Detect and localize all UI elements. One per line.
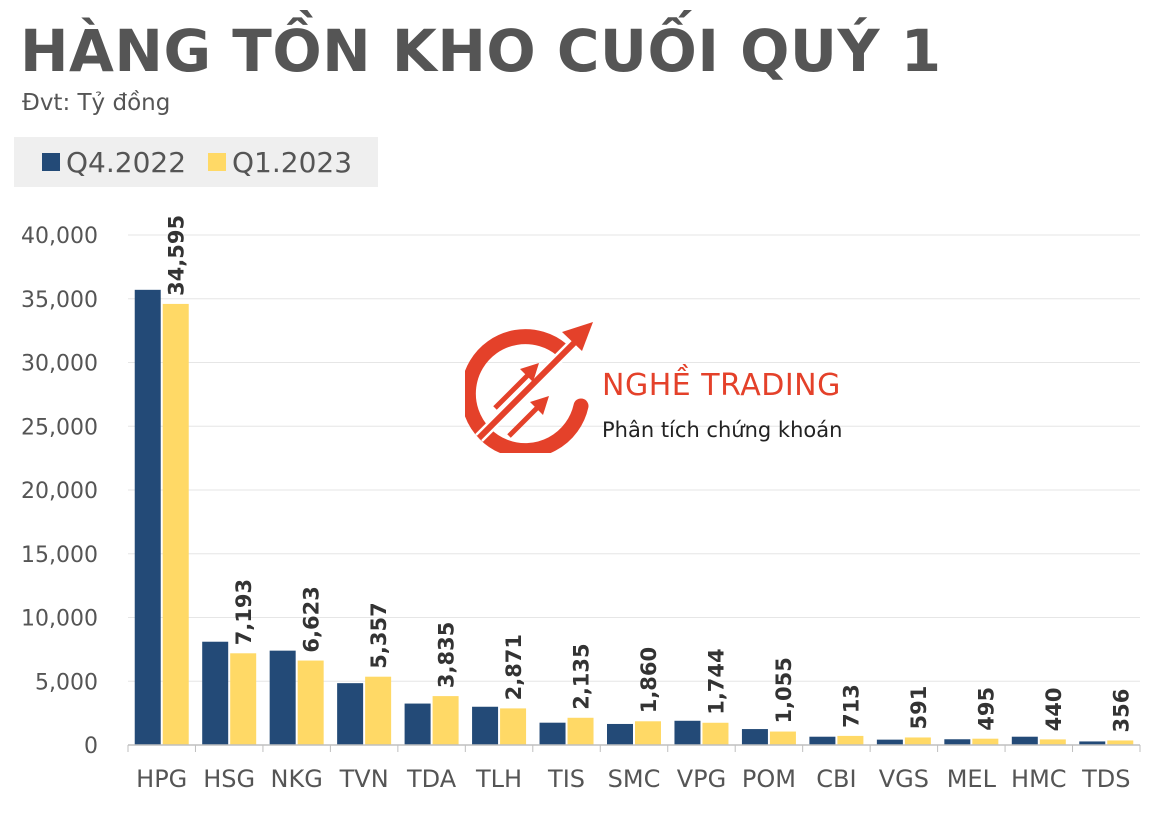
y-tick-label: 20,000 xyxy=(21,479,98,504)
x-tick-label: HSG xyxy=(203,765,255,793)
x-tick-label: TDS xyxy=(1081,765,1130,793)
y-tick-label: 5,000 xyxy=(35,670,98,695)
bar-q4-2022 xyxy=(809,736,836,745)
brand-name: NGHỀ TRADING xyxy=(602,368,841,403)
bar-q4-2022 xyxy=(1079,741,1106,745)
legend-item-q1-2023: Q1.2023 xyxy=(208,146,352,179)
brand-watermark: NGHỀ TRADING Phân tích chứng khoán xyxy=(460,318,885,459)
legend-item-q4-2022: Q4.2022 xyxy=(42,146,186,179)
data-label: 7,193 xyxy=(232,579,256,645)
y-tick-label: 15,000 xyxy=(21,543,98,568)
legend-label-q1-2023: Q1.2023 xyxy=(232,145,353,179)
data-label: 6,623 xyxy=(300,586,324,652)
bar-q1-2023 xyxy=(1107,740,1134,745)
data-label: 3,835 xyxy=(435,622,459,688)
data-label: 591 xyxy=(907,686,931,730)
data-label: 5,357 xyxy=(367,602,391,668)
x-axis: HPG HSG NKG TVN TDA TLH TIS SMC VPG POM CBI VGS MEL H… xyxy=(127,744,1141,793)
bar-q1-2023 xyxy=(365,676,392,745)
bar-q1-2023 xyxy=(162,303,189,745)
data-label: 2,135 xyxy=(570,643,594,709)
y-tick-label: 30,000 xyxy=(21,352,98,377)
bar-q1-2023 xyxy=(432,696,459,745)
x-tick-label: VPG xyxy=(677,765,727,793)
bar-q1-2023 xyxy=(230,653,257,745)
data-label: 2,871 xyxy=(502,634,526,700)
bar-q4-2022 xyxy=(202,641,229,745)
bar-q1-2023 xyxy=(635,721,661,745)
legend-swatch-q1-2023 xyxy=(208,153,227,171)
bar-q1-2023 xyxy=(769,731,796,745)
bar-q1-2023 xyxy=(837,735,864,745)
data-label: 713 xyxy=(839,684,863,728)
y-tick-label: 0 xyxy=(84,734,98,759)
x-tick-label: HPG xyxy=(136,765,187,793)
bar-q4-2022 xyxy=(539,722,566,745)
x-tick-label: MEL xyxy=(947,765,997,793)
bar-q1-2023 xyxy=(297,660,324,745)
x-tick-label: TLH xyxy=(475,765,522,793)
bar-q4-2022 xyxy=(674,720,701,745)
data-label: 356 xyxy=(1109,689,1133,733)
chart-title: HÀNG TỒN KHO CUỐI QUÝ 1 xyxy=(20,17,942,85)
data-label: 440 xyxy=(1042,688,1066,732)
data-labels: 34,595 7,193 6,623 5,357 3,835 2,871 2,135 1,86… xyxy=(165,215,1134,733)
y-tick-label: 10,000 xyxy=(21,607,98,632)
x-tick-label: TDA xyxy=(406,765,457,793)
data-label: 1,055 xyxy=(772,657,796,723)
brand-logo-icon xyxy=(460,322,593,459)
data-label: 1,860 xyxy=(637,647,661,713)
x-tick-label: POM xyxy=(742,765,796,793)
bar-q1-2023 xyxy=(1039,739,1066,745)
x-tick-label: NKG xyxy=(271,765,323,793)
data-label: 1,744 xyxy=(704,648,728,714)
data-label: 495 xyxy=(974,687,998,731)
bar-q4-2022 xyxy=(1011,736,1038,745)
bar-q1-2023 xyxy=(500,708,527,745)
y-tick-label: 25,000 xyxy=(21,415,98,440)
gridlines xyxy=(128,234,1140,682)
legend: Q4.2022 Q1.2023 xyxy=(14,137,378,187)
bar-q4-2022 xyxy=(404,703,431,745)
x-tick-label: SMC xyxy=(608,765,661,793)
bar-q1-2023 xyxy=(567,717,594,745)
x-tick-label: TVN xyxy=(339,765,389,793)
x-tick-label: HMC xyxy=(1011,765,1067,793)
bar-q1-2023 xyxy=(702,722,729,745)
bar-q4-2022 xyxy=(134,289,161,745)
bar-q4-2022 xyxy=(269,650,296,745)
legend-label-q4-2022: Q4.2022 xyxy=(66,145,187,179)
brand-tagline: Phân tích chứng khoán xyxy=(602,418,843,442)
legend-swatch-q4-2022 xyxy=(42,153,60,171)
x-tick-label: CBI xyxy=(816,765,856,793)
x-tick-label: TIS xyxy=(547,765,585,793)
y-tick-label: 40,000 xyxy=(21,224,98,249)
bar-q4-2022 xyxy=(944,739,971,745)
bar-q4-2022 xyxy=(472,706,499,745)
y-axis: 0 5,000 10,000 15,000 20,000 25,000 30,000 35,0… xyxy=(21,224,98,759)
unit-label: Đvt: Tỷ đồng xyxy=(22,90,171,116)
bars xyxy=(134,289,1134,745)
bar-q4-2022 xyxy=(337,683,364,745)
bar-q4-2022 xyxy=(741,729,768,745)
bar-q4-2022 xyxy=(876,739,903,745)
bar-q4-2022 xyxy=(607,723,633,745)
y-tick-label: 35,000 xyxy=(21,288,98,313)
data-label: 34,595 xyxy=(165,215,189,296)
x-tick-label: VGS xyxy=(879,765,929,793)
bar-q1-2023 xyxy=(972,738,999,745)
bar-q1-2023 xyxy=(904,737,931,745)
